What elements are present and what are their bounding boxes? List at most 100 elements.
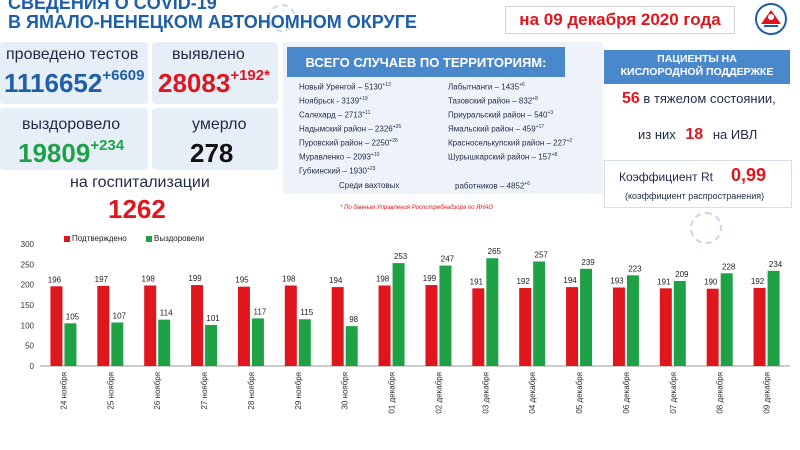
data-label-recovered: 98	[349, 315, 358, 324]
data-label-recovered: 105	[66, 312, 80, 321]
territories-heading: ВСЕГО СЛУЧАЕВ ПО ТЕРРИТОРИЯМ:	[287, 47, 565, 77]
report-date: на 09 декабря 2020 года	[505, 6, 735, 34]
bar-confirmed	[378, 285, 391, 366]
bar-recovered	[626, 275, 639, 366]
died-value: 278	[190, 138, 234, 168]
bar-confirmed	[97, 285, 110, 366]
hospitalized-card: на госпитализации 1262	[0, 172, 278, 226]
ivl-value: 18	[685, 126, 704, 143]
data-label-confirmed: 198	[376, 274, 390, 283]
territory-right-item: Лабытнанги – 1435+6	[448, 82, 525, 92]
recovered-delta: +234	[90, 137, 125, 154]
detected-label: выявлено	[172, 46, 245, 63]
bar-recovered	[158, 319, 171, 366]
x-tick-label: 24 ноября	[59, 372, 68, 410]
bar-recovered	[111, 322, 124, 366]
data-label-confirmed: 199	[423, 274, 437, 283]
bar-confirmed	[331, 287, 344, 366]
territory-right-item: Тазовский район – 832+8	[448, 96, 538, 106]
rt-label: Коэффициент Rt	[619, 170, 713, 184]
bar-recovered	[64, 323, 77, 366]
bar-recovered	[533, 261, 546, 366]
x-tick-label: 26 ноября	[153, 372, 162, 410]
died-card: умерло 278	[152, 108, 278, 170]
legend-swatch-confirmed	[64, 235, 70, 242]
title-line-2: В ЯМАЛО-НЕНЕЦКОМ АВТОНОМНОМ ОКРУГЕ	[8, 12, 417, 32]
territory-right-item: Шурышкарский район – 157+8	[448, 152, 558, 162]
bar-recovered	[345, 326, 358, 366]
bar-recovered	[580, 268, 593, 366]
died-label: умерло	[192, 116, 247, 133]
data-label-confirmed: 191	[470, 277, 484, 286]
bar-confirmed	[472, 288, 485, 366]
x-tick-label: 27 ноября	[200, 372, 209, 410]
data-label-recovered: 247	[441, 255, 455, 264]
bar-confirmed	[50, 286, 63, 366]
data-label-recovered: 234	[769, 260, 783, 269]
y-tick-label: 100	[21, 321, 35, 330]
data-label-confirmed: 194	[329, 276, 343, 285]
recovered-value: 19809+234	[18, 137, 125, 168]
tests-delta: +6609	[102, 67, 145, 84]
data-label-recovered: 265	[488, 247, 502, 256]
x-tick-label: 03 декабря	[481, 372, 490, 414]
recovered-card: выздоровело 19809+234	[0, 108, 148, 170]
legend-confirmed: Подтверждено	[64, 234, 127, 243]
territory-left-item: Пуровский район – 2250+26	[299, 138, 398, 148]
data-label-recovered: 101	[206, 314, 220, 323]
detected-delta: +192*	[230, 67, 270, 84]
x-tick-label: 28 ноября	[247, 372, 256, 410]
emblem-icon	[755, 3, 787, 35]
territory-left-item: Ноябрьск - 3139+19	[299, 96, 368, 106]
x-tick-label: 05 декабря	[575, 372, 584, 414]
y-tick-label: 300	[21, 240, 35, 249]
severe-text: в тяжелом состоянии,	[643, 91, 776, 106]
territory-right-item: Приуральский район – 540+3	[448, 110, 554, 120]
bar-confirmed	[144, 285, 157, 366]
hospitalized-label: на госпитализации	[70, 174, 210, 191]
detected-value: 28083+192*	[158, 67, 270, 98]
territory-left-item: Салехард – 2713+11	[299, 110, 371, 120]
territory-left-item: Надымский район – 2326+26	[299, 124, 402, 134]
territory-right-item: Ямальский район – 459+17	[448, 124, 545, 134]
data-label-confirmed: 190	[704, 278, 718, 287]
ivl-suffix: на ИВЛ	[712, 127, 758, 142]
severe-value: 56	[622, 90, 640, 107]
territories-panel: ВСЕГО СЛУЧАЕВ ПО ТЕРРИТОРИЯМ: Новый Урен…	[283, 42, 603, 194]
data-label-confirmed: 192	[751, 277, 765, 286]
bar-recovered	[439, 265, 452, 366]
x-tick-label: 09 декабря	[763, 372, 772, 414]
data-label-confirmed: 195	[235, 276, 249, 285]
data-label-recovered: 115	[300, 308, 313, 317]
recovered-label: выздоровело	[22, 116, 121, 133]
bar-confirmed	[425, 285, 438, 366]
rt-box: Коэффициент Rt 0,99 (коэффициент распрос…	[604, 160, 792, 208]
territory-left-item: Губкинский – 1930+23	[299, 166, 376, 176]
data-label-recovered: 117	[254, 307, 267, 316]
y-tick-label: 0	[30, 362, 35, 371]
virus-decoration-icon	[690, 212, 722, 244]
severe-line: 56 в тяжелом состоянии,	[622, 90, 776, 108]
shift-workers-label: Среди вахтовых	[339, 181, 400, 190]
data-label-confirmed: 198	[282, 274, 296, 283]
rt-value: 0,99	[731, 165, 767, 185]
data-label-confirmed: 193	[610, 277, 624, 286]
y-tick-label: 200	[21, 281, 35, 290]
x-tick-label: 02 декабря	[434, 372, 443, 414]
territory-left-item: Муравленко – 2093+10	[299, 152, 380, 162]
data-label-recovered: 114	[160, 309, 173, 318]
x-tick-label: 01 декабря	[388, 372, 397, 414]
bar-confirmed	[706, 288, 719, 366]
bar-confirmed	[519, 287, 532, 366]
data-label-recovered: 209	[675, 270, 689, 279]
bar-confirmed	[753, 287, 766, 366]
bar-recovered	[720, 273, 733, 366]
bar-recovered	[486, 258, 499, 366]
x-tick-label: 04 декабря	[528, 372, 537, 414]
x-tick-label: 29 ноября	[294, 372, 303, 410]
legend-swatch-recovered	[146, 235, 152, 242]
tests-label: проведено тестов	[6, 46, 139, 63]
data-label-confirmed: 191	[657, 277, 671, 286]
bar-confirmed	[612, 287, 625, 366]
tests-value: 1116652+6609	[4, 67, 145, 98]
